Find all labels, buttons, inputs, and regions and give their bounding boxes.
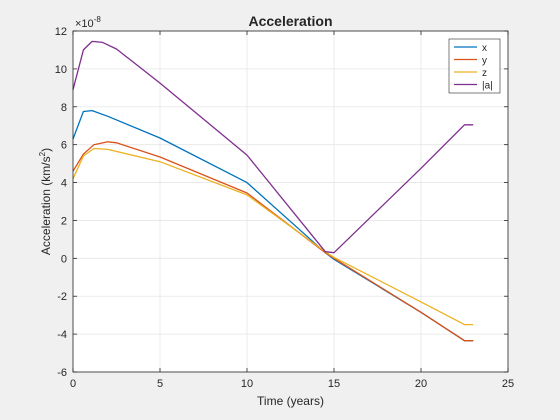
legend-label-4: |a| <box>482 81 493 92</box>
legend: xyz |a| <box>448 38 501 94</box>
y-tick-label: 12 <box>55 26 67 38</box>
legend-label-1: x <box>482 43 487 54</box>
legend-items: xyz |a| <box>454 43 493 92</box>
y-tick-label: 8 <box>61 102 67 114</box>
x-axis-label: Time (years) <box>257 394 324 408</box>
x-tick-label: 25 <box>502 378 514 390</box>
y-tick-label: 0 <box>61 253 67 265</box>
y-tick-label: 2 <box>61 215 67 227</box>
legend-label-2: y <box>482 56 487 67</box>
y-axis-label-tail: ) <box>39 148 53 152</box>
x-tick-label: 0 <box>70 378 76 390</box>
legend-label-3: z <box>482 68 487 79</box>
series-lines <box>72 40 474 342</box>
y-tick-label: 4 <box>61 178 67 190</box>
x-tick-label: 15 <box>328 378 340 390</box>
y-exponent-prefix: ×10 <box>75 18 94 30</box>
series-line-2 <box>72 141 474 342</box>
x-tick-label: 10 <box>241 378 253 390</box>
x-tick-label: 20 <box>415 378 427 390</box>
plot-frame <box>72 30 509 373</box>
y-axis-label: Acceleration (km/s2) <box>38 148 53 255</box>
y-tick-label: -6 <box>57 367 67 379</box>
y-axis-label-main: Acceleration (km/s <box>39 156 53 255</box>
y-tick-label: 6 <box>61 140 67 152</box>
x-tick-label: 5 <box>157 378 163 390</box>
series-line-3 <box>72 147 474 326</box>
y-exponent-value: -8 <box>94 15 102 24</box>
y-tick-label: -2 <box>57 291 67 303</box>
x-ticks: 0 5 10 15 20 25 <box>70 31 514 390</box>
plot-area <box>73 31 508 372</box>
y-tick-label: 10 <box>55 64 67 76</box>
y-tick-label: -4 <box>57 329 67 341</box>
chart-title: Acceleration <box>248 13 332 29</box>
y-exponent-label: ×10-8 <box>75 15 101 30</box>
series-line-4 <box>72 40 474 254</box>
y-axis-label-sup: 2 <box>38 151 47 156</box>
y-ticks: -6 -4 -2 0 2 4 6 8 10 12 <box>55 26 508 379</box>
